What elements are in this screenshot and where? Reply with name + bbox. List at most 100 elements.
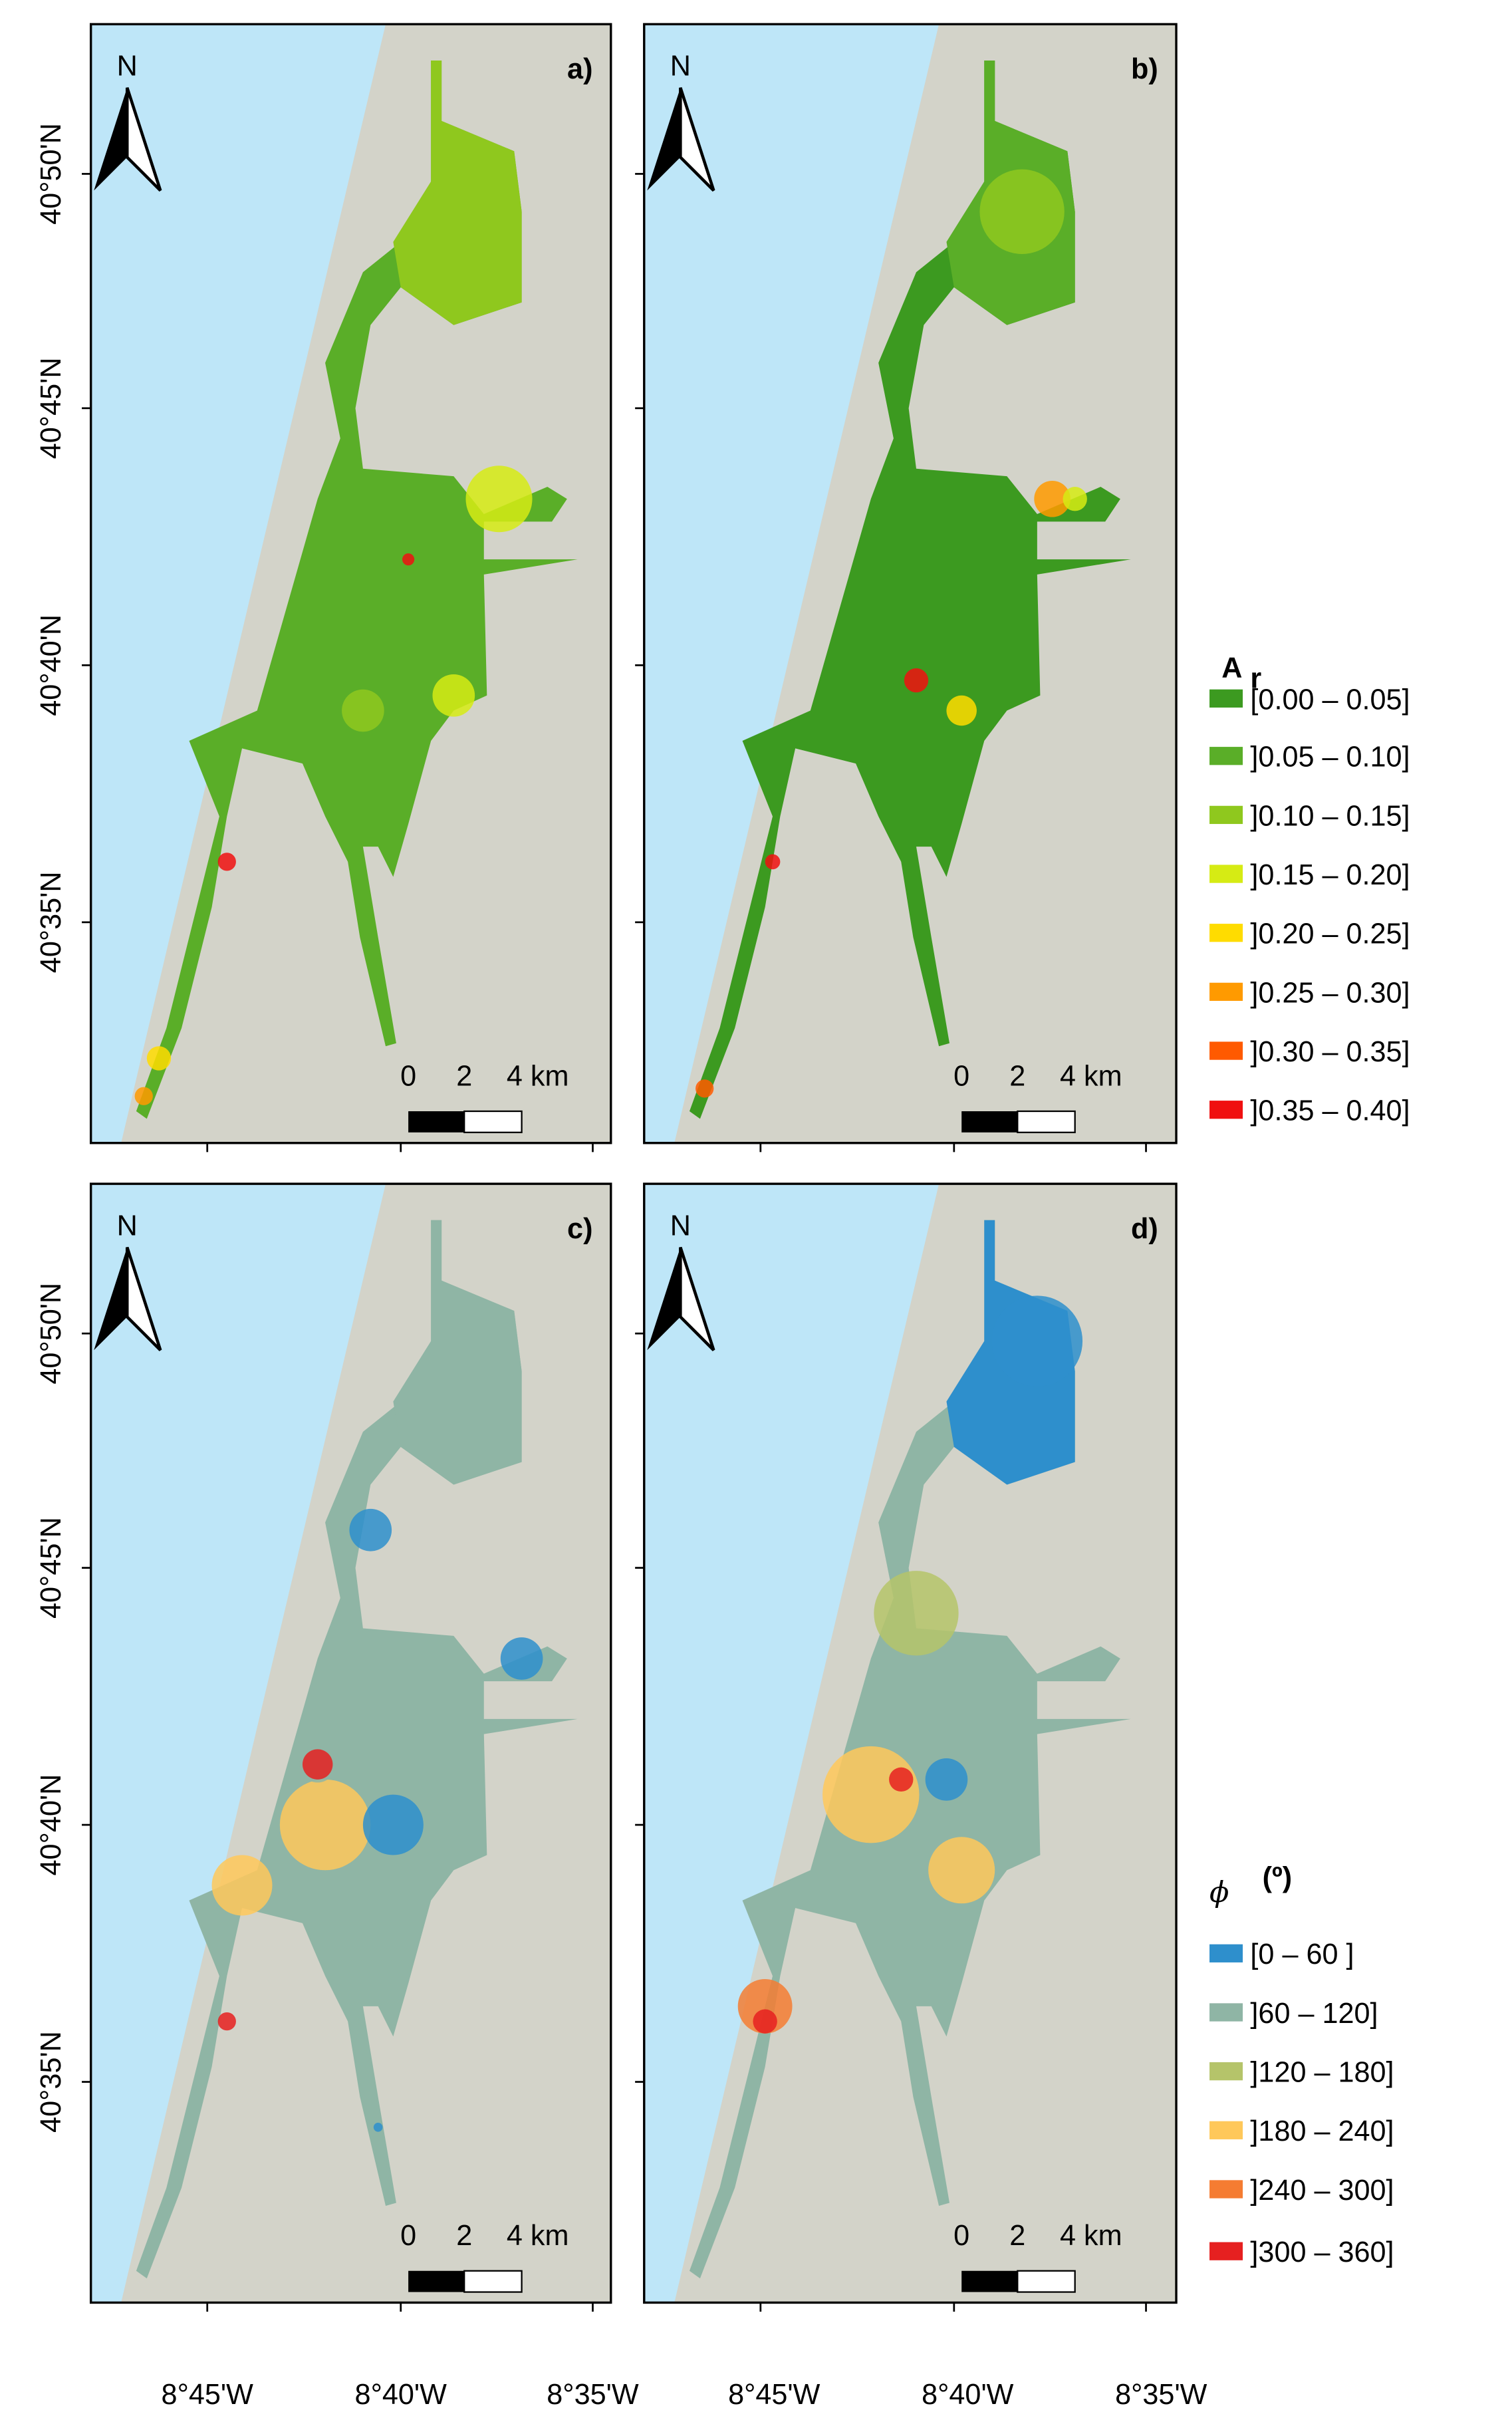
patch [946, 695, 977, 726]
lagoon [136, 1220, 578, 2279]
scale-bar-white [1017, 1110, 1076, 1133]
patch [302, 1749, 333, 1780]
scale-label: 0 [400, 2220, 416, 2252]
legend-label: ]0.35 – 0.40] [1250, 1095, 1410, 1127]
lon-label: 8°40'W [355, 2379, 447, 2411]
legend-title: A [1221, 652, 1242, 684]
patch [362, 1794, 424, 1855]
patch [217, 853, 236, 871]
legend-swatch [1209, 2121, 1243, 2139]
legend-label: ]60 – 120] [1250, 1998, 1378, 2030]
scale-bar-white [1017, 2270, 1076, 2293]
lat-label: 40°35'N [35, 2031, 67, 2133]
north-label: N [670, 1210, 691, 1242]
legend-label: ]0.05 – 0.10] [1250, 741, 1410, 773]
patch [928, 1837, 995, 1904]
patch [373, 2122, 383, 2132]
scale-label: 2 [456, 1060, 472, 1092]
patch [904, 668, 929, 693]
legend-swatch [1209, 1944, 1243, 1962]
legend-title: ϕ [1209, 1876, 1229, 1909]
sea [90, 1184, 386, 2303]
patch [1063, 487, 1087, 511]
lon-label: 8°40'W [922, 2379, 1014, 2411]
legend-label: ]0.15 – 0.20] [1250, 859, 1410, 891]
map-panel: a) N 0 2 4 km 40°50'N 40°45'N 40°40'N 40°35'N [35, 23, 612, 1152]
legend-swatch [1209, 982, 1243, 1002]
legend-swatch [1209, 747, 1243, 765]
legend-label: ]240 – 300] [1250, 2175, 1394, 2207]
lat-label: 40°45'N [35, 357, 67, 459]
patch [211, 1855, 273, 1916]
panel-label: a) [567, 53, 592, 85]
north-arrow [94, 1247, 128, 1351]
legend-swatch [1209, 1041, 1243, 1060]
patch [1034, 480, 1071, 517]
legend-swatch [1209, 2242, 1243, 2260]
legend-label: [0.00 – 0.05] [1250, 684, 1410, 716]
sea [90, 24, 386, 1143]
patch [342, 689, 384, 732]
north-arrow [647, 1247, 681, 1351]
patch [349, 1508, 392, 1551]
panel-label: b) [1131, 53, 1158, 85]
patch [822, 1746, 920, 1843]
frame [643, 23, 1178, 1144]
scale-label: 4 km [1060, 2220, 1122, 2252]
scale-label: 2 [456, 2220, 472, 2252]
legend-swatch [1209, 1101, 1243, 1119]
patch [500, 1637, 543, 1680]
frame [89, 23, 612, 1144]
scale-label: 0 [400, 1060, 416, 1092]
north-label: N [117, 51, 138, 82]
scale-label: 0 [953, 1060, 969, 1092]
lon-label: 8°35'W [1115, 2379, 1207, 2411]
legend-swatch [1209, 924, 1243, 942]
legend-swatch [1209, 865, 1243, 883]
legend-title-unit: (º) [1263, 1861, 1293, 1893]
lat-label: 40°50'N [35, 123, 67, 225]
north-arrow-half [125, 1246, 162, 1351]
map-panel: d) N 0 2 4 km [635, 1182, 1178, 2312]
patch [402, 553, 415, 566]
scale-bar-black [408, 2270, 465, 2292]
scale-label: 4 km [507, 2220, 569, 2252]
legend-label: ]0.10 – 0.15] [1250, 800, 1410, 832]
scale-label: 4 km [507, 1060, 569, 1092]
legend-label: ]0.30 – 0.35] [1250, 1036, 1410, 1068]
legend-label: ]300 – 360] [1250, 2236, 1394, 2268]
legend-swatch [1209, 805, 1243, 825]
scale-bar-white [463, 1110, 523, 1133]
legend-label: ]0.20 – 0.25] [1250, 918, 1410, 950]
patch [737, 1978, 793, 2034]
patch [279, 1779, 371, 1871]
scale-label: 4 km [1060, 1060, 1122, 1092]
scale-bar-white [463, 2270, 523, 2293]
legend-label: ]180 – 240] [1250, 2115, 1394, 2147]
lagoon [136, 60, 578, 1119]
north-label: N [670, 51, 691, 82]
patch [695, 1079, 714, 1098]
patch [146, 1046, 172, 1071]
sea [644, 1184, 940, 2303]
lat-label: 40°45'N [35, 1517, 67, 1619]
lat-label: 40°40'N [35, 1774, 67, 1876]
patch [432, 674, 475, 717]
lagoon [689, 1220, 1131, 2279]
lon-label: 8°45'W [728, 2379, 820, 2411]
patch [465, 466, 533, 533]
scale-bar-black [408, 1111, 465, 1133]
north-label: N [117, 1210, 138, 1242]
patch [217, 2012, 236, 2031]
scale-label: 2 [1009, 2220, 1025, 2252]
lat-label: 40°50'N [35, 1283, 67, 1385]
legend-title-sub: r [1250, 662, 1261, 694]
scale-label: 2 [1009, 1060, 1025, 1092]
patch [874, 1571, 959, 1656]
map-panel: c) N 0 2 4 km 40°50'N 40°45'N 40°40'N 40°35'N [35, 1182, 612, 2312]
legend-label: ]0.25 – 0.30] [1250, 977, 1410, 1009]
legend-swatch [1209, 2180, 1243, 2199]
patch [979, 169, 1065, 254]
north-arrow [647, 87, 681, 191]
